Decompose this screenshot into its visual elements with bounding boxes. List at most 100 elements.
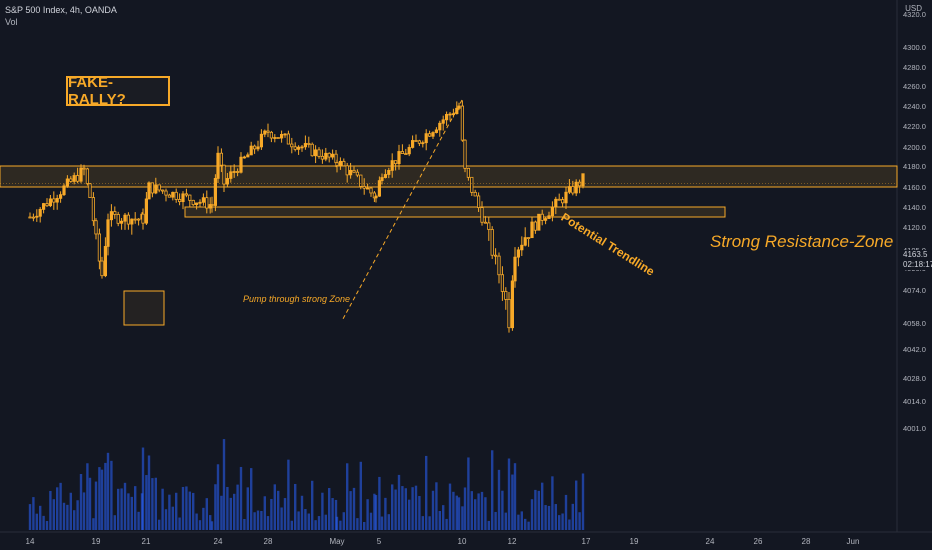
candle-body (530, 221, 534, 239)
candle-body (191, 199, 195, 206)
volume-bar (205, 498, 208, 530)
candle-body (239, 156, 243, 173)
candle-body (362, 186, 366, 189)
volume-bar (123, 482, 127, 530)
candle-body (35, 215, 39, 218)
candle-body (400, 151, 405, 154)
candle-body (205, 197, 209, 209)
volume-bar (397, 474, 401, 530)
candle-body (72, 175, 76, 182)
volume-bar (455, 495, 458, 530)
candle-body (369, 187, 373, 194)
volume-label: Vol (5, 17, 18, 27)
volume-bar (435, 482, 438, 530)
volume-bar (369, 512, 373, 530)
volume-bar (198, 520, 202, 530)
volume-bar (317, 516, 321, 530)
y-tick-label: 4160.0 (903, 183, 926, 192)
volume-bar (185, 486, 188, 530)
volume-bar (547, 505, 551, 530)
candle-body (229, 171, 233, 179)
volume-bar (311, 480, 314, 530)
candle-body (581, 173, 585, 187)
volume-bar (192, 492, 195, 530)
candle-body (540, 213, 544, 221)
candle-body (507, 298, 511, 329)
candle-body (434, 129, 439, 133)
candle-body (330, 153, 335, 158)
volume-bar (335, 516, 339, 530)
candle-body (120, 220, 124, 224)
volume-bar (45, 520, 49, 530)
volume-bar (373, 493, 376, 530)
volume-bar (497, 469, 501, 530)
volume-bar (137, 511, 140, 530)
candle-body (574, 181, 578, 194)
volume-bar (266, 516, 270, 530)
volume-bar (452, 491, 455, 530)
volume-bar (280, 507, 283, 530)
volume-bar (544, 505, 547, 530)
x-tick-label: 17 (582, 537, 591, 546)
candle-body (144, 198, 148, 224)
volume-bar (141, 447, 145, 530)
volume-bar (581, 473, 585, 530)
volume-bar (467, 457, 470, 530)
volume-bar (297, 511, 300, 530)
candle-body (513, 256, 517, 282)
volume-bar (154, 477, 157, 530)
candle-body (88, 183, 92, 198)
volume-bar (431, 490, 435, 530)
candle-body (38, 208, 42, 217)
candle-body (259, 133, 264, 148)
volume-bar (145, 475, 148, 530)
candle-body (42, 203, 46, 210)
candle-body (109, 211, 113, 221)
volume-bar (171, 506, 174, 530)
candle-body (249, 145, 253, 156)
volume-bar (270, 498, 273, 530)
candle-body (504, 291, 508, 300)
volume-bar (504, 512, 507, 530)
x-tick-label: 12 (508, 537, 517, 546)
resistance-zone-label: Strong Resistance-Zone (710, 232, 894, 251)
candle-body (359, 174, 363, 187)
candle-body (448, 113, 452, 116)
candle-body (414, 140, 418, 142)
candle-body (290, 143, 294, 148)
candle-body (208, 204, 212, 209)
volume-bar (404, 488, 407, 530)
candle-body (171, 191, 175, 198)
volume-bar (226, 486, 229, 530)
volume-bar (216, 464, 220, 530)
volume-bar (69, 492, 72, 530)
volume-bar (104, 462, 107, 530)
volume-bar (52, 499, 55, 530)
volume-bar (246, 487, 249, 530)
volume-bar (113, 515, 116, 530)
candle-body (327, 152, 331, 158)
x-tick-label: 28 (802, 537, 811, 546)
y-tick-label: 4140.0 (903, 203, 926, 212)
candle-body (85, 168, 89, 185)
candle-body (303, 143, 308, 148)
volume-bar (520, 511, 523, 530)
candle-body (377, 180, 382, 197)
candle-body (141, 213, 145, 224)
candle-body (225, 178, 229, 185)
x-tick-label: 14 (26, 537, 35, 546)
y-tick-label: 4260.0 (903, 82, 926, 91)
volume-bar (387, 514, 390, 530)
candle-body (286, 133, 291, 145)
volume-bar (448, 483, 452, 530)
y-tick-label: 4200.0 (903, 143, 926, 152)
volume-bar (66, 504, 69, 530)
volume-bar (168, 494, 171, 530)
volume-bar (120, 488, 123, 530)
symbol-title: S&P 500 Index, 4h, OANDA (5, 5, 117, 15)
candle-body (106, 219, 110, 247)
volume-bar (59, 482, 62, 530)
volume-bar (487, 520, 490, 530)
candle-body (374, 195, 378, 199)
currency-label: USD (905, 4, 922, 13)
